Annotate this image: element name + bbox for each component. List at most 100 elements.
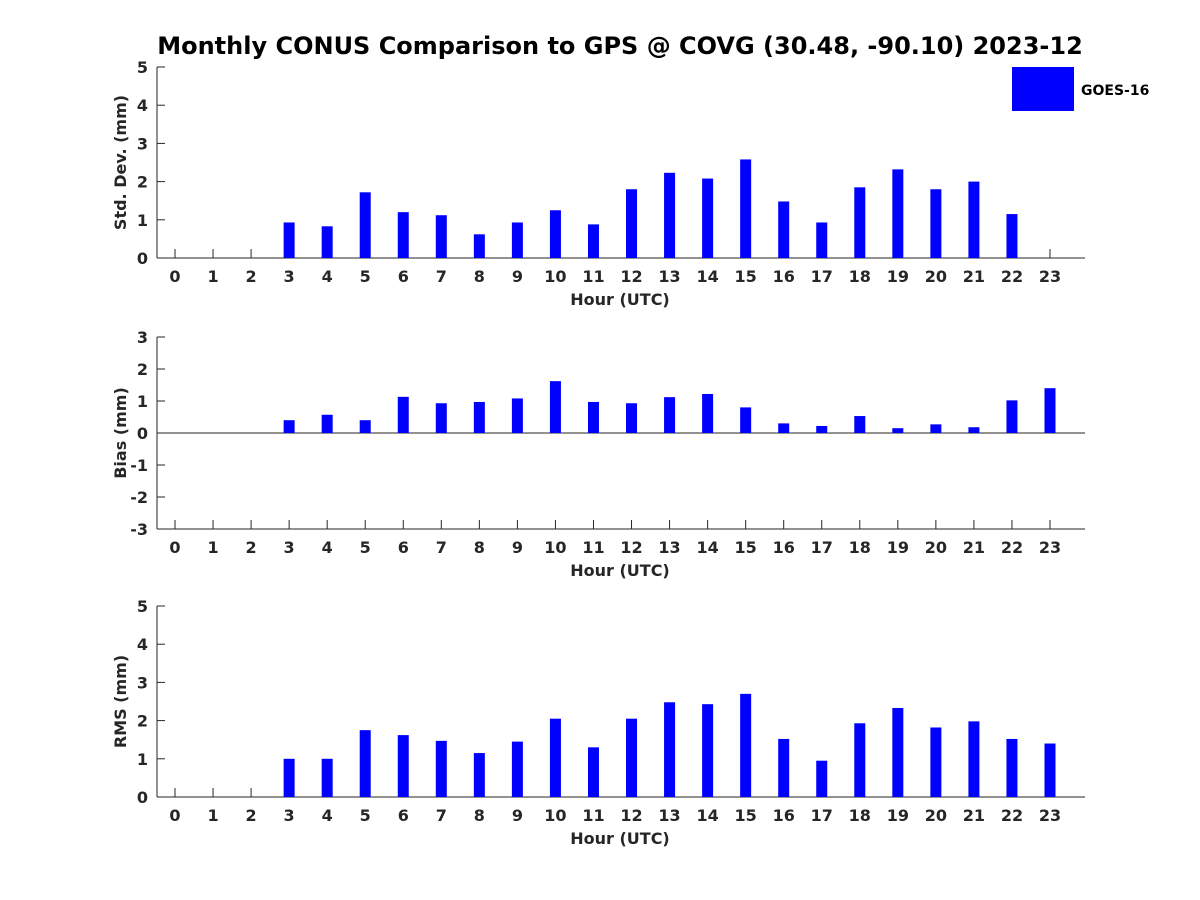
bar	[549, 718, 561, 797]
bar	[1044, 743, 1056, 797]
legend-label: GOES-16	[1081, 83, 1149, 99]
x-tick-label: 21	[963, 538, 985, 557]
x-tick-label: 7	[436, 806, 447, 825]
y-tick-label: 1	[137, 392, 148, 411]
x-axis-label: Hour (UTC)	[570, 561, 670, 580]
bar	[930, 727, 942, 797]
bar	[664, 397, 676, 433]
x-tick-label: 14	[696, 538, 718, 557]
chart-title: Monthly CONUS Comparison to GPS @ COVG (…	[157, 32, 1083, 60]
x-tick-label: 1	[207, 538, 218, 557]
bar	[435, 215, 447, 258]
x-tick-label: 0	[169, 267, 180, 286]
y-tick-label: -2	[130, 488, 148, 507]
x-tick-label: 3	[284, 538, 295, 557]
y-tick-label: 0	[137, 788, 148, 807]
x-tick-label: 23	[1039, 267, 1061, 286]
bar	[549, 381, 561, 433]
x-tick-label: 19	[887, 538, 909, 557]
x-tick-label: 22	[1001, 538, 1023, 557]
bar	[397, 212, 409, 258]
bar	[626, 189, 638, 258]
bar	[816, 760, 828, 797]
x-tick-label: 11	[582, 538, 604, 557]
x-tick-label: 16	[773, 267, 795, 286]
bar	[587, 224, 599, 258]
x-tick-label: 18	[849, 538, 871, 557]
y-tick-label: 5	[137, 597, 148, 616]
y-tick-label: 3	[137, 673, 148, 692]
x-tick-label: 12	[620, 538, 642, 557]
bar	[892, 169, 904, 258]
x-tick-label: 7	[436, 538, 447, 557]
y-tick-label: 0	[137, 249, 148, 268]
x-tick-label: 12	[620, 806, 642, 825]
x-tick-label: 15	[735, 806, 757, 825]
x-tick-label: 2	[246, 806, 257, 825]
x-tick-label: 16	[773, 806, 795, 825]
y-tick-label: 2	[137, 712, 148, 731]
bar	[435, 403, 447, 433]
bar	[968, 427, 980, 433]
bar	[854, 416, 866, 433]
bar	[321, 758, 333, 797]
y-tick-label: 4	[137, 635, 148, 654]
bar	[778, 201, 790, 258]
x-tick-label: 20	[925, 267, 947, 286]
bar	[435, 740, 447, 797]
bar	[359, 420, 371, 433]
bar	[359, 192, 371, 258]
bar	[778, 423, 790, 433]
x-tick-label: 9	[512, 806, 523, 825]
x-tick-label: 21	[963, 806, 985, 825]
bar	[587, 747, 599, 797]
x-tick-label: 22	[1001, 806, 1023, 825]
bar	[473, 401, 485, 433]
x-axis-label: Hour (UTC)	[570, 829, 670, 848]
x-tick-label: 15	[735, 538, 757, 557]
bar	[740, 407, 752, 433]
x-tick-label: 5	[360, 538, 371, 557]
x-tick-label: 0	[169, 806, 180, 825]
bar	[511, 222, 523, 258]
x-tick-label: 14	[696, 806, 718, 825]
x-tick-label: 1	[207, 267, 218, 286]
y-tick-label: -1	[130, 456, 148, 475]
bar	[892, 707, 904, 797]
bar	[321, 414, 333, 433]
bar	[359, 730, 371, 797]
legend: GOES-16	[1012, 67, 1149, 111]
bar	[968, 721, 980, 797]
x-tick-label: 20	[925, 806, 947, 825]
y-axis-label: Std. Dev. (mm)	[111, 95, 130, 230]
x-tick-label: 13	[658, 806, 680, 825]
y-tick-label: 3	[137, 328, 148, 347]
bar	[892, 428, 904, 433]
bar	[930, 424, 942, 433]
bar	[283, 420, 295, 433]
bar	[511, 741, 523, 797]
x-tick-label: 16	[773, 538, 795, 557]
x-tick-label: 13	[658, 538, 680, 557]
x-tick-label: 11	[582, 806, 604, 825]
x-tick-label: 1	[207, 806, 218, 825]
bar	[854, 723, 866, 797]
x-tick-label: 8	[474, 806, 485, 825]
bar	[321, 226, 333, 258]
x-tick-label: 4	[322, 538, 333, 557]
y-tick-label: 2	[137, 173, 148, 192]
bar	[702, 178, 714, 258]
x-tick-label: 8	[474, 538, 485, 557]
bar	[473, 753, 485, 797]
bar	[1006, 214, 1018, 258]
x-tick-label: 3	[284, 267, 295, 286]
bar	[397, 396, 409, 433]
x-tick-label: 22	[1001, 267, 1023, 286]
x-tick-label: 0	[169, 538, 180, 557]
bar	[664, 702, 676, 797]
bar	[1006, 400, 1018, 433]
bar	[473, 234, 485, 258]
